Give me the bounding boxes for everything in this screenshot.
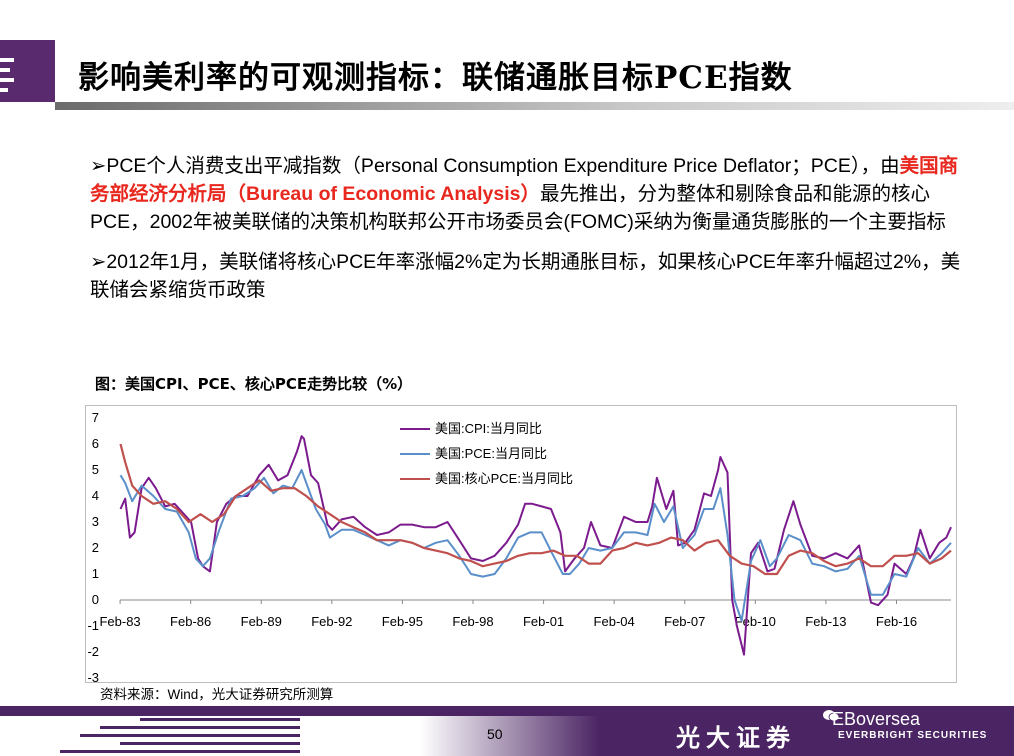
brand-name-cn: 光大证券 bbox=[676, 723, 796, 752]
y-tick-label: 1 bbox=[92, 566, 99, 581]
x-tick-label: Feb-86 bbox=[170, 614, 211, 629]
y-tick-label: 3 bbox=[92, 514, 99, 529]
legend-label: 美国:核心PCE:当月同比 bbox=[435, 471, 573, 486]
bullet-pce-definition: ➢PCE个人消费支出平减指数（Personal Consumption Expe… bbox=[90, 152, 970, 236]
x-tick-label: Feb-89 bbox=[241, 614, 282, 629]
x-tick-label: Feb-83 bbox=[99, 614, 140, 629]
y-tick-label: 5 bbox=[92, 462, 99, 477]
slide-title: 影响美利率的可观测指标：联储通胀目标PCE指数 bbox=[78, 60, 793, 96]
legend-label: 美国:CPI:当月同比 bbox=[435, 421, 542, 436]
bullet-text-1b: 最先推出，分为整体和剔除食品和能源的核心PCE，2002年被美联储的决策机构联邦… bbox=[90, 183, 946, 233]
footer-stripes bbox=[0, 704, 300, 756]
body-text: ➢PCE个人消费支出平减指数（Personal Consumption Expe… bbox=[90, 152, 970, 316]
bea-highlight: 美国商务部经济分析局（Bureau of Economic Analysis） bbox=[90, 155, 959, 205]
figure-caption: 图：美国CPI、PCE、核心PCE走势比较（%） bbox=[95, 375, 413, 393]
x-tick-label: Feb-98 bbox=[452, 614, 493, 629]
bullet-text-1a: ➢PCE个人消费支出平减指数（Personal Consumption Expe… bbox=[90, 155, 900, 177]
brand-subtitle: EVERBRIGHT SECURITIES bbox=[838, 730, 988, 741]
x-tick-label: Feb-13 bbox=[805, 614, 846, 629]
y-tick-label: 4 bbox=[92, 488, 99, 503]
series-line-3 bbox=[119, 443, 952, 576]
y-tick-label: 6 bbox=[92, 436, 99, 451]
y-tick-label: -1 bbox=[87, 618, 99, 633]
y-tick-label: 7 bbox=[92, 410, 99, 425]
y-tick-label: -3 bbox=[87, 670, 99, 683]
wechat-icon bbox=[823, 710, 840, 722]
bullet-inflation-target: ➢2012年1月，美联储将核心PCE年率涨幅2%定为长期通胀目标，如果核心PCE… bbox=[90, 251, 961, 301]
series-group bbox=[119, 435, 952, 656]
x-tick-label: Feb-95 bbox=[382, 614, 423, 629]
y-tick-label: 2 bbox=[92, 540, 99, 555]
y-tick-label: 0 bbox=[92, 592, 99, 607]
legend-label: 美国:PCE:当月同比 bbox=[435, 446, 547, 461]
x-tick-label: Feb-16 bbox=[876, 614, 917, 629]
x-tick-label: Feb-04 bbox=[594, 614, 635, 629]
brand-name-en: EBoversea bbox=[832, 709, 921, 729]
title-divider bbox=[55, 102, 1014, 110]
series-line-2 bbox=[119, 469, 952, 622]
source-note: 资料来源：Wind，光大证券研究所测算 bbox=[100, 687, 334, 702]
x-tick-label: Feb-07 bbox=[664, 614, 705, 629]
x-tick-label: Feb-01 bbox=[523, 614, 564, 629]
chart-frame bbox=[85, 405, 957, 683]
logo-mark bbox=[0, 40, 55, 102]
x-axis-ticks: Feb-83 Feb-86 Feb-89 Feb-92 Feb-95 Feb-98 Feb-… bbox=[99, 600, 917, 629]
y-tick-label: -2 bbox=[87, 644, 99, 659]
page-number: 50 bbox=[487, 726, 503, 742]
x-tick-label: Feb-92 bbox=[311, 614, 352, 629]
y-axis: 7 6 5 4 3 2 1 0 -1 -2 -3 bbox=[87, 410, 99, 683]
